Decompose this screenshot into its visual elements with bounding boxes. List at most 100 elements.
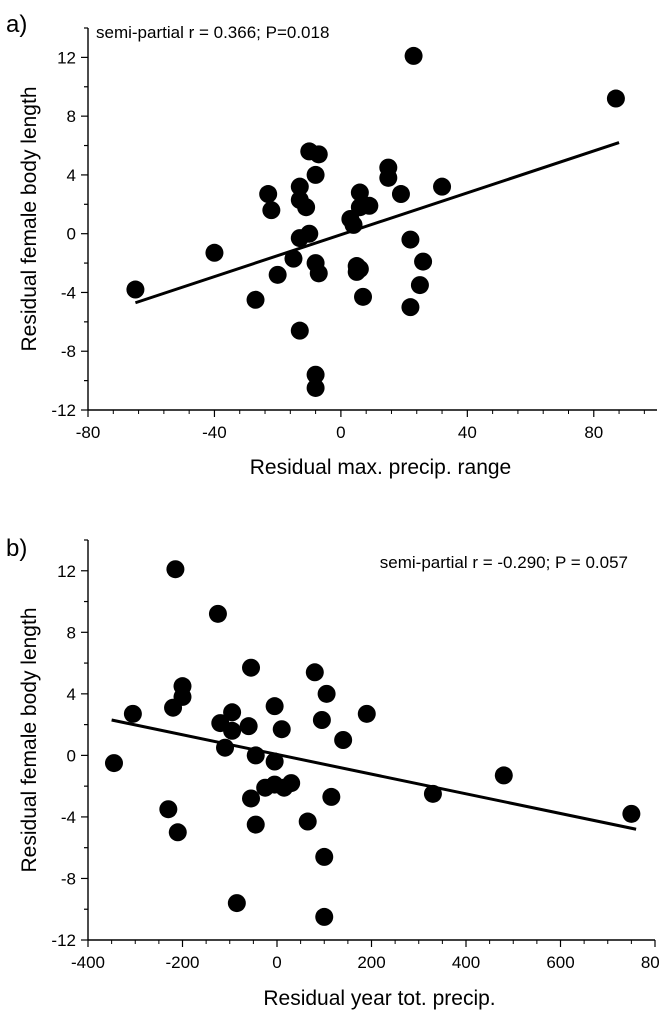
data-point	[208, 604, 227, 623]
data-point	[404, 46, 423, 65]
data-point	[126, 280, 145, 299]
data-point	[334, 731, 353, 749]
data-point	[239, 717, 258, 736]
data-point	[433, 177, 452, 196]
x-tick-label: 0	[272, 953, 281, 972]
stats-annotation: semi-partial r = 0.366; P=0.018	[96, 23, 329, 42]
y-tick-label: -4	[61, 808, 76, 827]
data-point	[123, 704, 142, 723]
x-axis-label: Residual year tot. precip.	[263, 987, 495, 1010]
y-tick-label: -8	[61, 342, 76, 361]
data-point	[168, 823, 187, 842]
x-tick-label: -400	[71, 953, 105, 972]
data-point	[414, 252, 433, 271]
y-tick-label: 8	[67, 107, 76, 126]
data-point	[246, 290, 265, 309]
data-point	[268, 265, 287, 284]
data-point	[309, 264, 328, 283]
y-tick-label: -12	[51, 931, 76, 950]
data-point	[494, 766, 513, 785]
data-point	[159, 800, 178, 819]
data-point	[297, 198, 316, 217]
data-point	[205, 243, 224, 262]
y-tick-label: 4	[67, 685, 76, 704]
y-tick-label: 0	[67, 225, 76, 244]
data-point	[423, 784, 442, 803]
data-point	[290, 177, 309, 196]
data-point	[379, 168, 398, 187]
data-point	[315, 907, 334, 926]
data-point	[309, 145, 328, 164]
data-point	[262, 201, 281, 220]
data-point	[290, 321, 309, 340]
data-point	[300, 224, 319, 243]
x-tick-label: 600	[546, 953, 574, 972]
data-point	[173, 687, 192, 706]
data-point	[223, 703, 242, 722]
data-point	[391, 185, 410, 204]
y-tick-label: 8	[67, 623, 76, 642]
data-point	[622, 804, 641, 823]
x-tick-label: -200	[165, 953, 199, 972]
data-point	[322, 787, 341, 806]
y-tick-label: 0	[67, 746, 76, 765]
panel-label: b)	[6, 535, 27, 562]
data-point	[282, 774, 301, 793]
data-point	[242, 658, 261, 677]
data-point	[306, 378, 325, 397]
data-point	[350, 183, 369, 202]
data-point	[265, 697, 284, 716]
data-point	[216, 738, 235, 757]
x-tick-label: 200	[357, 953, 385, 972]
data-point	[315, 847, 334, 866]
y-tick-label: 12	[57, 48, 76, 67]
data-point	[317, 684, 336, 703]
x-tick-label: 40	[458, 423, 477, 442]
data-point	[357, 704, 376, 723]
data-point	[305, 663, 324, 682]
data-point	[410, 276, 429, 295]
x-axis-label: Residual max. precip. range	[250, 456, 511, 479]
data-point	[227, 894, 246, 913]
data-point	[306, 165, 325, 184]
data-point	[344, 215, 363, 234]
data-point	[166, 560, 185, 579]
data-point	[306, 365, 325, 384]
x-tick-label: 0	[336, 423, 345, 442]
x-tick-label: -80	[76, 423, 101, 442]
y-tick-label: -4	[61, 283, 76, 302]
y-tick-label: 12	[57, 562, 76, 581]
data-point	[401, 230, 420, 249]
regression-line	[134, 141, 620, 305]
data-point	[360, 196, 379, 215]
data-point	[354, 287, 373, 306]
panel-b: -12 -8 -4 0 4 8 12 -400 -200 0 200 400 600 800 Residua…	[6, 535, 659, 1010]
data-point	[265, 752, 284, 771]
data-point	[223, 721, 242, 740]
data-point	[246, 746, 265, 765]
x-tick-label: 80	[584, 423, 603, 442]
data-point	[312, 711, 331, 729]
panel-label: a)	[6, 11, 27, 38]
data-point	[272, 720, 291, 739]
x-tick-label: -40	[202, 423, 227, 442]
y-axis-label: Residual female body length	[18, 86, 41, 351]
data-point	[606, 89, 625, 108]
stats-annotation: semi-partial r = -0.290; P = 0.057	[380, 553, 628, 572]
data-point	[350, 259, 369, 278]
data-point	[401, 298, 420, 317]
data-point	[284, 249, 303, 268]
y-tick-label: 4	[67, 166, 76, 185]
data-point	[242, 789, 261, 808]
data-point	[298, 812, 317, 831]
regression-line	[111, 718, 637, 831]
data-point	[104, 754, 123, 773]
y-axis-label: Residual female body length	[18, 607, 41, 872]
y-tick-label: -12	[51, 401, 76, 420]
x-tick-label: 400	[452, 953, 480, 972]
y-tick-label: -8	[61, 869, 76, 888]
x-tick-label: 800	[641, 953, 659, 972]
data-point	[259, 185, 278, 204]
